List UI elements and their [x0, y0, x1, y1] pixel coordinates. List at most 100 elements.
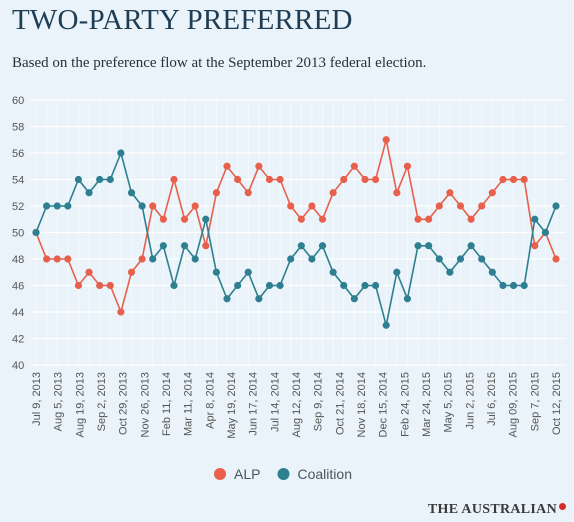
data-point-alp[interactable] — [106, 281, 114, 290]
data-point-alp[interactable] — [170, 175, 178, 184]
data-point-coalition[interactable] — [170, 281, 178, 290]
data-point-alp[interactable] — [234, 175, 242, 184]
data-point-coalition[interactable] — [318, 242, 327, 250]
data-point-coalition[interactable] — [74, 175, 83, 184]
data-point-coalition[interactable] — [425, 242, 433, 250]
data-point-alp[interactable] — [393, 189, 401, 197]
data-point-coalition[interactable] — [541, 228, 549, 237]
data-point-coalition[interactable] — [106, 175, 114, 184]
data-point-alp[interactable] — [361, 175, 369, 184]
data-point-coalition[interactable] — [361, 281, 369, 290]
data-point-coalition[interactable] — [234, 281, 242, 290]
data-point-alp[interactable] — [276, 175, 284, 184]
data-point-alp[interactable] — [255, 162, 263, 170]
data-point-coalition[interactable] — [159, 242, 167, 250]
data-point-coalition[interactable] — [32, 228, 40, 237]
data-point-alp[interactable] — [117, 308, 125, 316]
data-point-coalition[interactable] — [488, 268, 496, 276]
data-point-coalition[interactable] — [297, 242, 305, 250]
data-point-alp[interactable] — [53, 255, 61, 263]
data-point-alp[interactable] — [64, 255, 72, 263]
data-point-alp[interactable] — [74, 281, 83, 290]
data-point-coalition[interactable] — [127, 189, 136, 197]
data-point-coalition[interactable] — [265, 281, 274, 290]
data-point-coalition[interactable] — [255, 295, 263, 303]
legend-label-coalition[interactable]: Coalition — [298, 466, 352, 482]
data-point-coalition[interactable] — [212, 268, 221, 276]
data-point-alp[interactable] — [212, 189, 221, 197]
data-point-coalition[interactable] — [371, 281, 380, 290]
data-point-coalition[interactable] — [520, 281, 528, 290]
data-point-coalition[interactable] — [244, 268, 252, 276]
data-point-alp[interactable] — [509, 175, 518, 184]
data-point-alp[interactable] — [478, 202, 486, 210]
data-point-coalition[interactable] — [287, 255, 295, 263]
data-point-alp[interactable] — [149, 202, 157, 210]
data-point-alp[interactable] — [435, 202, 443, 210]
data-point-coalition[interactable] — [340, 281, 348, 290]
data-point-coalition[interactable] — [85, 189, 93, 197]
data-point-alp[interactable] — [552, 255, 560, 263]
legend-marker-alp[interactable] — [214, 468, 226, 480]
data-point-alp[interactable] — [414, 215, 422, 223]
data-point-alp[interactable] — [382, 136, 390, 144]
data-point-alp[interactable] — [85, 268, 93, 276]
data-point-coalition[interactable] — [96, 175, 104, 184]
data-point-coalition[interactable] — [202, 215, 210, 223]
data-point-coalition[interactable] — [393, 268, 401, 276]
data-point-alp[interactable] — [159, 215, 167, 223]
data-point-coalition[interactable] — [456, 255, 465, 263]
data-point-alp[interactable] — [43, 255, 51, 263]
data-point-alp[interactable] — [456, 202, 465, 210]
data-point-alp[interactable] — [520, 175, 528, 184]
data-point-coalition[interactable] — [149, 255, 157, 263]
data-point-alp[interactable] — [350, 162, 358, 170]
data-point-alp[interactable] — [265, 175, 274, 184]
data-point-coalition[interactable] — [53, 202, 61, 210]
legend-label-alp[interactable]: ALP — [234, 466, 260, 482]
data-point-alp[interactable] — [202, 242, 210, 250]
data-point-coalition[interactable] — [43, 202, 51, 210]
data-point-coalition[interactable] — [435, 255, 443, 263]
data-point-alp[interactable] — [340, 175, 348, 184]
data-point-alp[interactable] — [127, 268, 136, 276]
data-point-alp[interactable] — [329, 189, 337, 197]
data-point-coalition[interactable] — [467, 242, 475, 250]
data-point-coalition[interactable] — [446, 268, 454, 276]
data-point-alp[interactable] — [191, 202, 199, 210]
data-point-coalition[interactable] — [117, 149, 125, 157]
data-point-alp[interactable] — [403, 162, 412, 170]
data-point-alp[interactable] — [371, 175, 380, 184]
data-point-alp[interactable] — [308, 202, 316, 210]
data-point-alp[interactable] — [446, 189, 454, 197]
data-point-coalition[interactable] — [64, 202, 72, 210]
data-point-alp[interactable] — [488, 189, 496, 197]
data-point-coalition[interactable] — [531, 215, 539, 223]
data-point-alp[interactable] — [244, 189, 252, 197]
data-point-coalition[interactable] — [276, 281, 284, 290]
data-point-alp[interactable] — [467, 215, 475, 223]
legend-marker-coalition[interactable] — [277, 468, 290, 480]
data-point-coalition[interactable] — [509, 281, 518, 290]
data-point-coalition[interactable] — [329, 268, 337, 276]
data-point-alp[interactable] — [138, 255, 146, 263]
data-point-coalition[interactable] — [552, 202, 560, 210]
data-point-coalition[interactable] — [191, 255, 199, 263]
data-point-coalition[interactable] — [382, 321, 390, 329]
data-point-coalition[interactable] — [403, 295, 412, 303]
data-point-coalition[interactable] — [499, 281, 507, 290]
data-point-alp[interactable] — [96, 281, 104, 290]
data-point-coalition[interactable] — [223, 295, 231, 303]
data-point-coalition[interactable] — [138, 202, 146, 210]
data-point-alp[interactable] — [531, 242, 539, 250]
data-point-alp[interactable] — [297, 215, 305, 223]
data-point-coalition[interactable] — [478, 255, 486, 263]
data-point-coalition[interactable] — [180, 242, 189, 250]
data-point-alp[interactable] — [223, 162, 231, 170]
data-point-alp[interactable] — [287, 202, 295, 210]
data-point-alp[interactable] — [318, 215, 327, 223]
data-point-coalition[interactable] — [414, 242, 422, 250]
data-point-coalition[interactable] — [350, 295, 358, 303]
data-point-alp[interactable] — [425, 215, 433, 223]
data-point-coalition[interactable] — [308, 255, 316, 263]
